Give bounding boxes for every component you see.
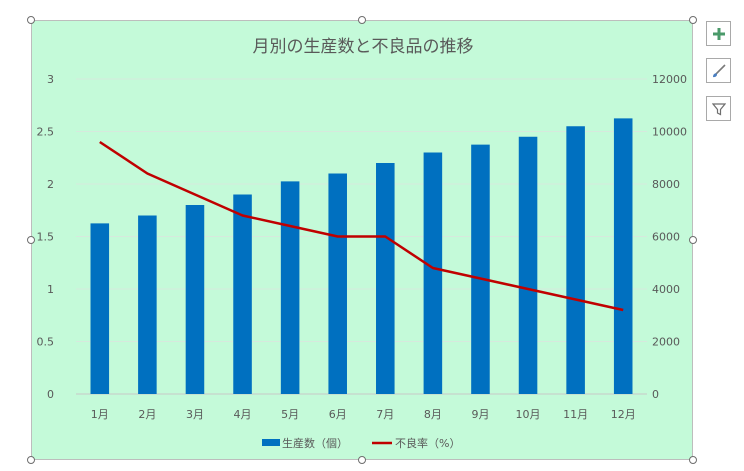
x-tick-label: 7月 [376, 408, 394, 421]
x-tick-label: 3月 [186, 408, 204, 421]
bar[interactable] [280, 181, 300, 394]
x-tick-label: 2月 [138, 408, 156, 421]
y-left-tick-label: 3 [47, 73, 54, 86]
y-right-tick-label: 0 [652, 388, 659, 401]
resize-handle-top-left[interactable] [27, 16, 35, 24]
y-right-tick-label: 12000 [652, 73, 687, 86]
y-right-tick-label: 8000 [652, 178, 680, 191]
bar[interactable] [185, 205, 205, 394]
resize-handle-top-center[interactable] [358, 16, 366, 24]
x-tick-label: 11月 [563, 408, 588, 421]
bar[interactable] [566, 126, 585, 394]
chart-title: 月別の生産数と不良品の推移 [253, 37, 474, 57]
bar[interactable] [328, 173, 347, 395]
x-tick-label: 5月 [281, 408, 299, 421]
bar[interactable] [471, 144, 490, 394]
bar[interactable] [90, 223, 110, 394]
x-tick-label: 1月 [91, 408, 109, 421]
chart-area[interactable]: 0 0.5 1 1.5 2 2.5 3 0 2000 4000 6000 8000 10000 12000… [31, 20, 693, 460]
resize-handle-top-right[interactable] [689, 16, 697, 24]
x-tick-label: 12月 [611, 408, 636, 421]
y-left-tick-label: 0 [47, 388, 54, 401]
x-tick-label: 10月 [516, 408, 541, 421]
y-right-tick-label: 2000 [652, 336, 680, 349]
chart-svg: 0 0.5 1 1.5 2 2.5 3 0 2000 4000 6000 8000 10000 12000… [37, 37, 688, 450]
y-right-tick-label: 6000 [652, 231, 680, 244]
resize-handle-middle-left[interactable] [27, 236, 35, 244]
chart-styles-button[interactable] [706, 58, 731, 83]
bar[interactable] [233, 194, 252, 395]
bar[interactable] [138, 215, 157, 395]
legend: 生産数（個） 不良率（%） [262, 436, 460, 450]
x-tick-label: 9月 [471, 408, 489, 421]
bar[interactable] [518, 136, 538, 394]
x-tick-label: 8月 [424, 408, 442, 421]
chart-filters-button[interactable] [706, 96, 731, 121]
legend-swatch-bar [262, 439, 280, 446]
resize-handle-middle-right[interactable] [689, 236, 697, 244]
filter-icon [711, 102, 726, 115]
chart-elements-button[interactable] [706, 21, 731, 46]
legend-label-line: 不良率（%） [395, 436, 460, 450]
resize-handle-bottom-left[interactable] [27, 456, 35, 464]
x-tick-label: 4月 [234, 408, 252, 421]
paintbrush-icon [712, 63, 726, 77]
y-left-tick-label: 2 [47, 178, 54, 191]
y-left-tick-label: 1.5 [37, 231, 55, 244]
defect-rate-line[interactable] [99, 140, 624, 312]
y-left-tick-label: 0.5 [37, 336, 55, 349]
resize-handle-bottom-center[interactable] [358, 456, 366, 464]
y-right-tick-label: 10000 [652, 126, 687, 139]
y-right-tick-label: 4000 [652, 283, 680, 296]
bar[interactable] [376, 163, 395, 394]
bar[interactable] [423, 152, 443, 395]
bar[interactable] [613, 118, 633, 394]
x-tick-label: 6月 [329, 408, 347, 421]
y-left-tick-label: 2.5 [37, 126, 55, 139]
resize-handle-bottom-right[interactable] [689, 456, 697, 464]
y-left-tick-label: 1 [47, 283, 54, 296]
legend-label-bar: 生産数（個） [282, 436, 348, 450]
plus-icon [712, 27, 725, 40]
